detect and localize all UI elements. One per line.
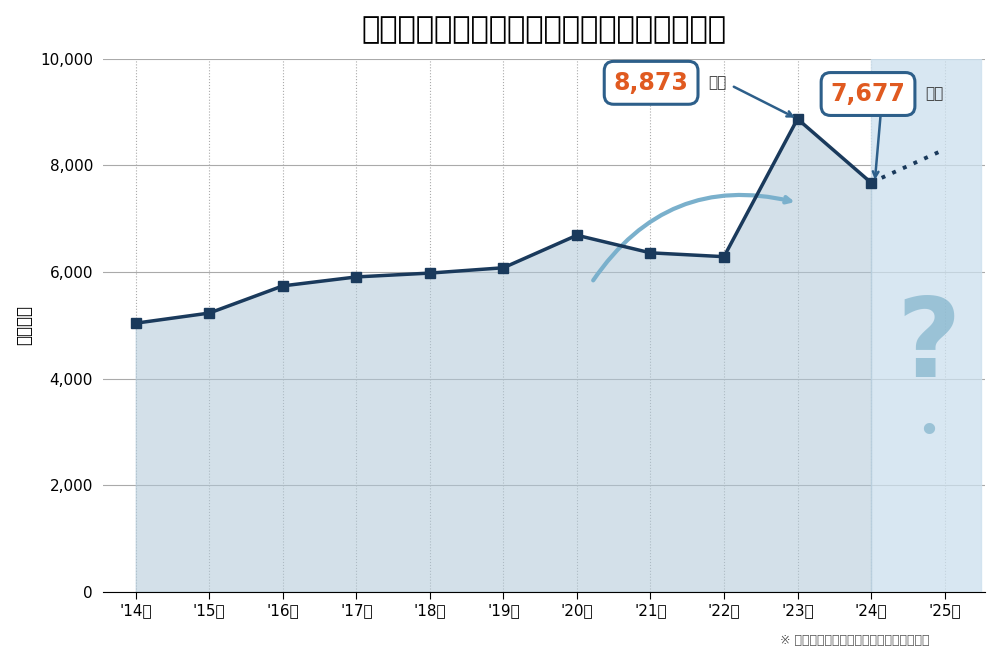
Text: 7,677: 7,677 bbox=[831, 82, 905, 106]
Text: ※ ㈱不動産経済研究所のデータを基に作成: ※ ㈱不動産経済研究所のデータを基に作成 bbox=[780, 634, 930, 647]
Bar bbox=[871, 59, 981, 592]
Text: 8,873: 8,873 bbox=[614, 71, 689, 95]
Text: 万円: 万円 bbox=[925, 86, 944, 102]
Y-axis label: （万円）: （万円） bbox=[15, 306, 33, 345]
Text: 万円: 万円 bbox=[708, 75, 726, 90]
Title: 首都圏「新築マンション」平均取引価格推移: 首都圏「新築マンション」平均取引価格推移 bbox=[361, 15, 726, 44]
Text: ?: ? bbox=[896, 293, 961, 400]
Text: •: • bbox=[917, 413, 940, 451]
